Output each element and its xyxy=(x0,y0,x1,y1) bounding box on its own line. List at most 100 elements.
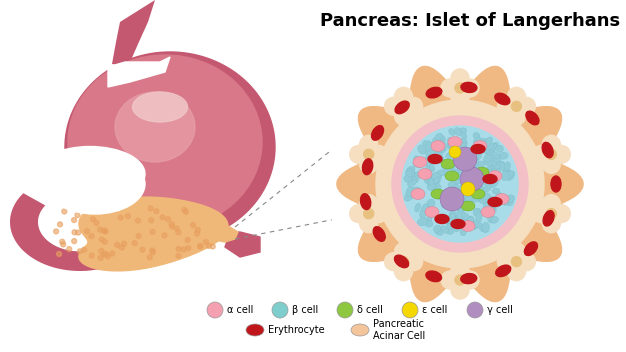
Circle shape xyxy=(98,227,103,232)
Ellipse shape xyxy=(495,169,501,178)
Circle shape xyxy=(384,253,403,271)
Ellipse shape xyxy=(492,188,500,194)
Ellipse shape xyxy=(501,199,508,205)
Ellipse shape xyxy=(428,178,434,185)
Ellipse shape xyxy=(431,179,440,187)
Ellipse shape xyxy=(486,205,495,212)
Ellipse shape xyxy=(485,137,493,146)
Polygon shape xyxy=(376,100,544,268)
Circle shape xyxy=(185,238,190,243)
Ellipse shape xyxy=(491,216,498,223)
Circle shape xyxy=(542,215,560,233)
Ellipse shape xyxy=(454,138,461,145)
Circle shape xyxy=(195,231,200,236)
Ellipse shape xyxy=(115,92,195,162)
Ellipse shape xyxy=(441,144,448,153)
Ellipse shape xyxy=(410,177,418,183)
Ellipse shape xyxy=(421,203,428,213)
Circle shape xyxy=(59,239,64,244)
Ellipse shape xyxy=(461,82,477,93)
Ellipse shape xyxy=(488,170,502,182)
Circle shape xyxy=(350,205,367,223)
Circle shape xyxy=(150,250,155,255)
Ellipse shape xyxy=(487,166,493,175)
Ellipse shape xyxy=(444,162,451,170)
Circle shape xyxy=(461,182,475,196)
Ellipse shape xyxy=(470,171,476,177)
Polygon shape xyxy=(337,67,583,302)
Ellipse shape xyxy=(433,177,440,184)
Ellipse shape xyxy=(454,222,461,232)
Ellipse shape xyxy=(473,159,478,168)
Ellipse shape xyxy=(451,222,458,228)
Ellipse shape xyxy=(461,213,469,220)
Ellipse shape xyxy=(501,197,509,205)
Circle shape xyxy=(404,253,423,271)
Ellipse shape xyxy=(456,150,464,159)
Ellipse shape xyxy=(461,202,468,209)
Ellipse shape xyxy=(446,223,453,230)
Polygon shape xyxy=(392,116,528,252)
Circle shape xyxy=(154,209,159,214)
Ellipse shape xyxy=(434,145,443,152)
Circle shape xyxy=(101,228,106,233)
Ellipse shape xyxy=(414,156,420,166)
Ellipse shape xyxy=(506,195,515,202)
Ellipse shape xyxy=(446,227,454,234)
Circle shape xyxy=(399,257,409,267)
Circle shape xyxy=(542,135,560,153)
Ellipse shape xyxy=(448,142,456,149)
Ellipse shape xyxy=(444,216,450,225)
Circle shape xyxy=(370,145,387,163)
Circle shape xyxy=(360,195,377,213)
Ellipse shape xyxy=(461,214,470,225)
Circle shape xyxy=(511,101,521,111)
Ellipse shape xyxy=(428,155,442,163)
Circle shape xyxy=(441,271,459,289)
Ellipse shape xyxy=(505,197,513,206)
Circle shape xyxy=(467,302,483,318)
Polygon shape xyxy=(65,52,275,242)
Ellipse shape xyxy=(45,154,145,214)
Ellipse shape xyxy=(453,185,463,192)
Ellipse shape xyxy=(434,228,443,235)
Circle shape xyxy=(511,257,521,267)
Circle shape xyxy=(394,243,413,261)
Ellipse shape xyxy=(426,271,441,282)
Ellipse shape xyxy=(503,167,510,174)
Circle shape xyxy=(103,229,108,234)
Circle shape xyxy=(498,253,515,271)
Ellipse shape xyxy=(372,126,384,140)
Circle shape xyxy=(76,230,81,235)
Circle shape xyxy=(195,227,200,232)
Ellipse shape xyxy=(468,216,475,226)
Circle shape xyxy=(183,209,188,214)
Ellipse shape xyxy=(490,143,496,153)
Ellipse shape xyxy=(461,201,475,211)
Ellipse shape xyxy=(484,154,492,162)
Ellipse shape xyxy=(493,195,503,202)
Ellipse shape xyxy=(433,137,441,143)
Circle shape xyxy=(94,220,99,225)
Ellipse shape xyxy=(35,146,145,201)
Ellipse shape xyxy=(450,143,458,153)
Ellipse shape xyxy=(459,128,467,134)
Ellipse shape xyxy=(459,201,469,210)
Ellipse shape xyxy=(483,202,493,209)
Ellipse shape xyxy=(483,181,493,186)
Ellipse shape xyxy=(411,187,419,195)
Ellipse shape xyxy=(486,205,496,212)
Ellipse shape xyxy=(423,140,433,147)
Text: α cell: α cell xyxy=(227,305,254,315)
Circle shape xyxy=(71,218,76,222)
Ellipse shape xyxy=(471,145,485,153)
Ellipse shape xyxy=(406,170,413,178)
Ellipse shape xyxy=(444,164,454,171)
Ellipse shape xyxy=(551,176,561,192)
Circle shape xyxy=(136,234,141,239)
PathPatch shape xyxy=(10,193,150,271)
Ellipse shape xyxy=(404,176,413,183)
Ellipse shape xyxy=(246,324,264,336)
Ellipse shape xyxy=(438,136,445,146)
Circle shape xyxy=(110,251,115,256)
